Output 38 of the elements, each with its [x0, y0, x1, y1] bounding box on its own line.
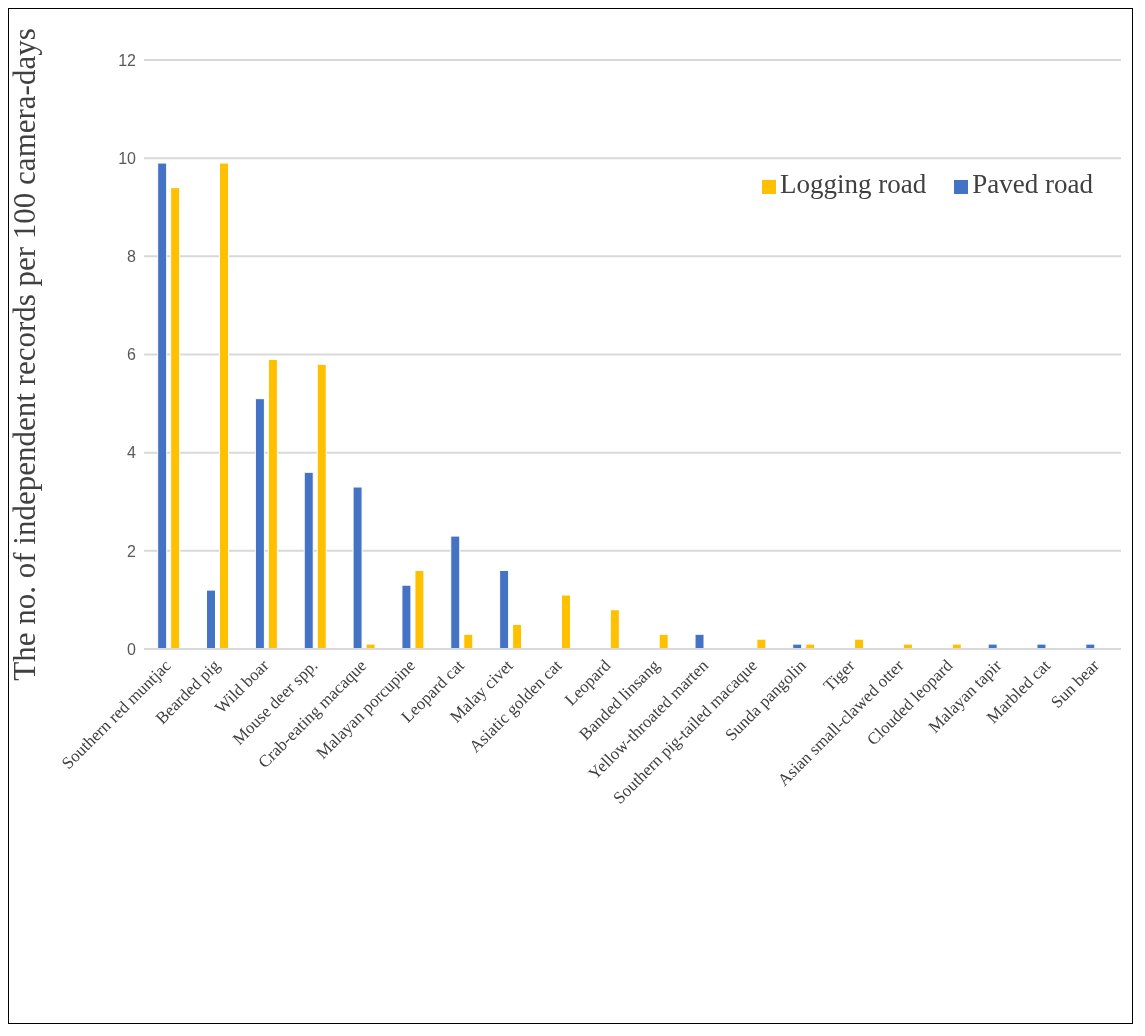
bar	[694, 633, 705, 649]
bar	[1085, 643, 1096, 649]
bar	[316, 363, 327, 649]
y-tick-label: 8	[127, 248, 137, 266]
bar	[170, 187, 181, 649]
legend-label: Paved road	[972, 169, 1093, 199]
y-tick-label: 0	[127, 640, 137, 658]
bar	[219, 162, 230, 649]
bar	[902, 643, 913, 649]
bar	[756, 638, 767, 649]
y-tick-label: 12	[118, 51, 137, 69]
bar	[512, 623, 523, 649]
y-tick-label: 6	[127, 346, 137, 364]
bar	[463, 633, 474, 649]
bar	[450, 535, 461, 649]
bar	[303, 471, 314, 649]
bar	[560, 594, 571, 649]
bar	[352, 486, 363, 649]
legend-label: Logging road	[780, 169, 927, 199]
y-tick-label: 10	[118, 149, 137, 167]
y-tick-label: 4	[127, 444, 137, 462]
bar	[401, 584, 412, 649]
bar	[157, 162, 168, 649]
bar	[805, 643, 816, 649]
bar	[987, 643, 998, 649]
bar	[792, 643, 803, 649]
bar	[658, 633, 669, 649]
bar	[206, 589, 217, 649]
bar	[1036, 643, 1047, 649]
y-tick-label: 2	[127, 542, 137, 560]
y-axis-title: The no. of independent records per 100 camera-days	[7, 28, 43, 681]
bar	[951, 643, 962, 649]
bar	[609, 609, 620, 649]
bar	[254, 398, 265, 649]
bar	[414, 569, 425, 649]
bar	[365, 643, 376, 649]
bar	[267, 358, 278, 649]
bar	[499, 569, 510, 649]
